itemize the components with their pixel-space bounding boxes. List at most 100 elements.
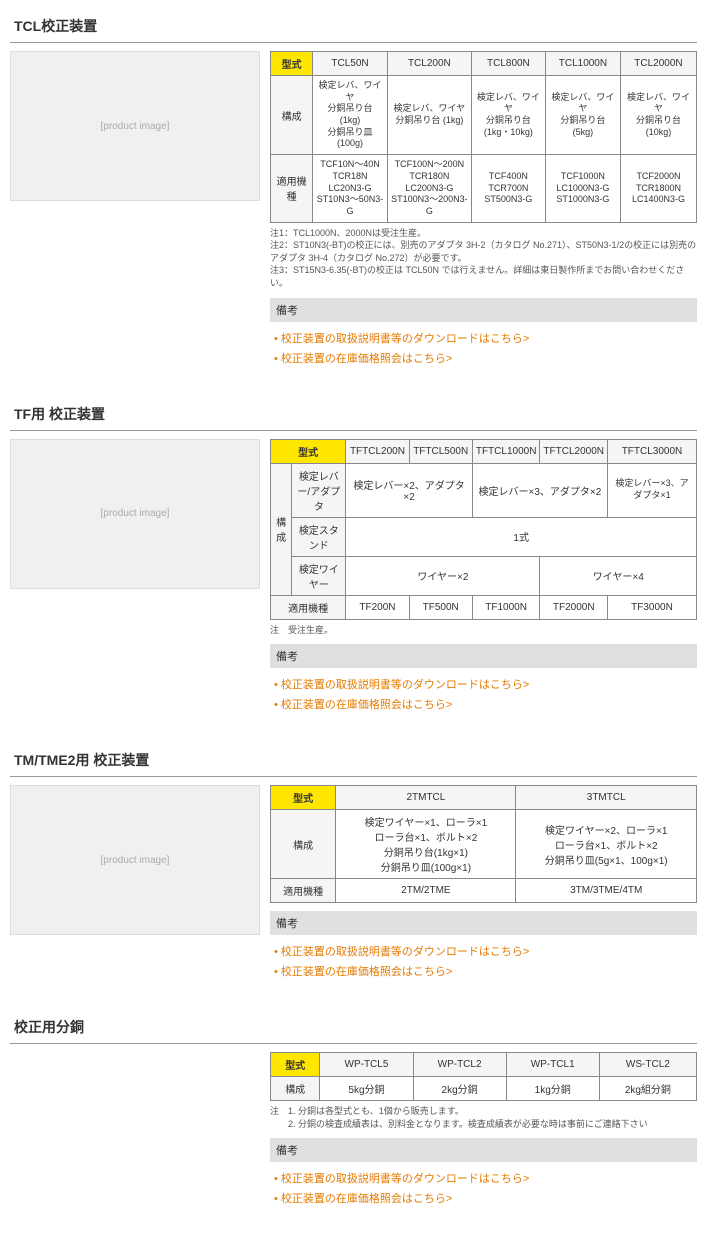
cell: TCF100N～200NTCR180NLC200N3-GST100N3～200N… — [387, 155, 471, 222]
model-col: TFTCL2000N — [540, 439, 608, 463]
cell: 検定ワイヤー×1、ローラ×1ローラ台×1、ボルト×2分銅吊り台(1kg×1)分銅… — [336, 810, 516, 879]
note-line: 注3：ST15N3-6.35(-BT)の校正は TCL50N では行えません。詳… — [270, 264, 697, 289]
model-header: 型式 — [271, 1053, 320, 1077]
model-col: TFTCL3000N — [608, 439, 697, 463]
links: 校正装置の取扱説明書等のダウンロードはこちら> 校正装置の在庫価格照会はこちら> — [270, 322, 697, 368]
cell: 検定レバ、ワイヤ分銅吊り台 (1kg)分銅吊り皿 (100g) — [313, 76, 388, 155]
row-label: 適用機種 — [271, 155, 313, 222]
cell: 2kg組分銅 — [599, 1077, 696, 1101]
right-column: 型式 TCL50N TCL200N TCL800N TCL1000N TCL20… — [270, 51, 697, 368]
cell: 検定レバー×3、アダプタ×1 — [608, 463, 697, 517]
spec-table: 型式 2TMTCL 3TMTCL 構成 検定ワイヤー×1、ローラ×1ローラ台×1… — [270, 785, 697, 903]
cell: TF3000N — [608, 595, 697, 619]
remark-label: 備考 — [270, 1138, 697, 1162]
row-label: 適用機種 — [271, 879, 336, 903]
content-row: [product image] 型式 TCL50N TCL200N TCL800… — [10, 51, 697, 368]
model-col: TCL200N — [387, 52, 471, 76]
right-column: 型式 TFTCL200N TFTCL500N TFTCL1000N TFTCL2… — [270, 439, 697, 715]
spec-table: 型式 WP-TCL5 WP-TCL2 WP-TCL1 WS-TCL2 構成 5k… — [270, 1052, 697, 1101]
cell: 検定レバ、ワイヤ分銅吊り台 (5kg) — [545, 76, 620, 155]
section-title: TM/TME2用 校正装置 — [10, 744, 697, 777]
cell: 検定レバ、ワイヤ分銅吊り台 (1kg) — [387, 76, 471, 155]
section-tf: TF用 校正装置 [product image] 型式 TFTCL200N TF… — [10, 398, 697, 715]
section-tm: TM/TME2用 校正装置 [product image] 型式 2TMTCL … — [10, 744, 697, 981]
model-col: 2TMTCL — [336, 786, 516, 810]
price-link[interactable]: 校正装置の在庫価格照会はこちら> — [274, 348, 697, 368]
model-col: WP-TCL1 — [506, 1053, 599, 1077]
row-label: 構成 — [271, 76, 313, 155]
cell: TCF1000NLC1000N3-GST1000N3-G — [545, 155, 620, 222]
model-col: WS-TCL2 — [599, 1053, 696, 1077]
model-col: TCL2000N — [620, 52, 696, 76]
model-col: TFTCL1000N — [472, 439, 540, 463]
model-col: TCL800N — [471, 52, 545, 76]
cell: ワイヤー×2 — [346, 556, 540, 595]
cell: TF500N — [409, 595, 472, 619]
sub-label: 検定ワイヤー — [292, 556, 346, 595]
cell: 3TM/3TME/4TM — [516, 879, 697, 903]
row-label: 構成 — [271, 810, 336, 879]
section-title: TF用 校正装置 — [10, 398, 697, 431]
note-line: 注 1. 分銅は各型式とも、1個から販売します。 — [270, 1105, 697, 1118]
cell: TCF2000NTCR1800NLC1400N3-G — [620, 155, 696, 222]
note-line: 2. 分銅の検査成績表は、別料金となります。検査成績表が必要な時は事前にご連絡下… — [270, 1118, 697, 1131]
model-col: TFTCL500N — [409, 439, 472, 463]
price-link[interactable]: 校正装置の在庫価格照会はこちら> — [274, 961, 697, 981]
price-link[interactable]: 校正装置の在庫価格照会はこちら> — [274, 694, 697, 714]
cell: 検定レバー×2、アダプタ×2 — [346, 463, 473, 517]
sub-label: 検定スタンド — [292, 517, 346, 556]
note-line: 注 受注生産。 — [270, 624, 697, 637]
model-col: WP-TCL2 — [413, 1053, 506, 1077]
row-label: 構成 — [271, 1077, 320, 1101]
spec-table: 型式 TFTCL200N TFTCL500N TFTCL1000N TFTCL2… — [270, 439, 697, 620]
price-link[interactable]: 校正装置の在庫価格照会はこちら> — [274, 1188, 697, 1208]
cell: 2TM/2TME — [336, 879, 516, 903]
download-link[interactable]: 校正装置の取扱説明書等のダウンロードはこちら> — [274, 941, 697, 961]
download-link[interactable]: 校正装置の取扱説明書等のダウンロードはこちら> — [274, 674, 697, 694]
cell: TF200N — [346, 595, 409, 619]
sub-label: 検定レバー/アダプタ — [292, 463, 346, 517]
notes: 注 受注生産。 — [270, 624, 697, 637]
content-row: 型式 WP-TCL5 WP-TCL2 WP-TCL1 WS-TCL2 構成 5k… — [10, 1052, 697, 1208]
spec-table: 型式 TCL50N TCL200N TCL800N TCL1000N TCL20… — [270, 51, 697, 223]
links: 校正装置の取扱説明書等のダウンロードはこちら> 校正装置の在庫価格照会はこちら> — [270, 1162, 697, 1208]
cell: 5kg分銅 — [320, 1077, 413, 1101]
model-col: WP-TCL5 — [320, 1053, 413, 1077]
links: 校正装置の取扱説明書等のダウンロードはこちら> 校正装置の在庫価格照会はこちら> — [270, 935, 697, 981]
model-col: TFTCL200N — [346, 439, 409, 463]
remark-label: 備考 — [270, 911, 697, 935]
product-image: [product image] — [10, 51, 260, 201]
section-title: 校正用分銅 — [10, 1011, 697, 1044]
model-col: TCL50N — [313, 52, 388, 76]
section-tcl: TCL校正装置 [product image] 型式 TCL50N TCL200… — [10, 10, 697, 368]
product-image: [product image] — [10, 439, 260, 589]
section-weights: 校正用分銅 型式 WP-TCL5 WP-TCL2 WP-TCL1 WS-TCL2… — [10, 1011, 697, 1208]
notes: 注1：TCL1000N、2000Nは受注生産。 注2：ST10N3(-BT)の校… — [270, 227, 697, 290]
row-label: 構成 — [271, 463, 292, 595]
cell: 2kg分銅 — [413, 1077, 506, 1101]
note-line: 注2：ST10N3(-BT)の校正には、別売のアダプタ 3H-2（カタログ No… — [270, 239, 697, 264]
cell: TF2000N — [540, 595, 608, 619]
cell: 検定レバー×3、アダプタ×2 — [472, 463, 607, 517]
cell: 検定ワイヤー×2、ローラ×1ローラ台×1、ボルト×2分銅吊り皿(5g×1、100… — [516, 810, 697, 879]
model-col: 3TMTCL — [516, 786, 697, 810]
remark-label: 備考 — [270, 644, 697, 668]
cell: 検定レバ、ワイヤ分銅吊り台 (10kg) — [620, 76, 696, 155]
model-header: 型式 — [271, 439, 346, 463]
model-header: 型式 — [271, 52, 313, 76]
download-link[interactable]: 校正装置の取扱説明書等のダウンロードはこちら> — [274, 1168, 697, 1188]
notes: 注 1. 分銅は各型式とも、1個から販売します。 2. 分銅の検査成績表は、別料… — [270, 1105, 697, 1130]
note-line: 注1：TCL1000N、2000Nは受注生産。 — [270, 227, 697, 240]
cell: ワイヤー×4 — [540, 556, 697, 595]
section-title: TCL校正装置 — [10, 10, 697, 43]
cell: TCF400NTCR700NST500N3-G — [471, 155, 545, 222]
cell: TF1000N — [472, 595, 540, 619]
row-label: 適用機種 — [271, 595, 346, 619]
model-header: 型式 — [271, 786, 336, 810]
content-row: [product image] 型式 2TMTCL 3TMTCL 構成 検定ワイ… — [10, 785, 697, 981]
remark-label: 備考 — [270, 298, 697, 322]
right-column: 型式 2TMTCL 3TMTCL 構成 検定ワイヤー×1、ローラ×1ローラ台×1… — [270, 785, 697, 981]
download-link[interactable]: 校正装置の取扱説明書等のダウンロードはこちら> — [274, 328, 697, 348]
model-col: TCL1000N — [545, 52, 620, 76]
content-row: [product image] 型式 TFTCL200N TFTCL500N T… — [10, 439, 697, 715]
